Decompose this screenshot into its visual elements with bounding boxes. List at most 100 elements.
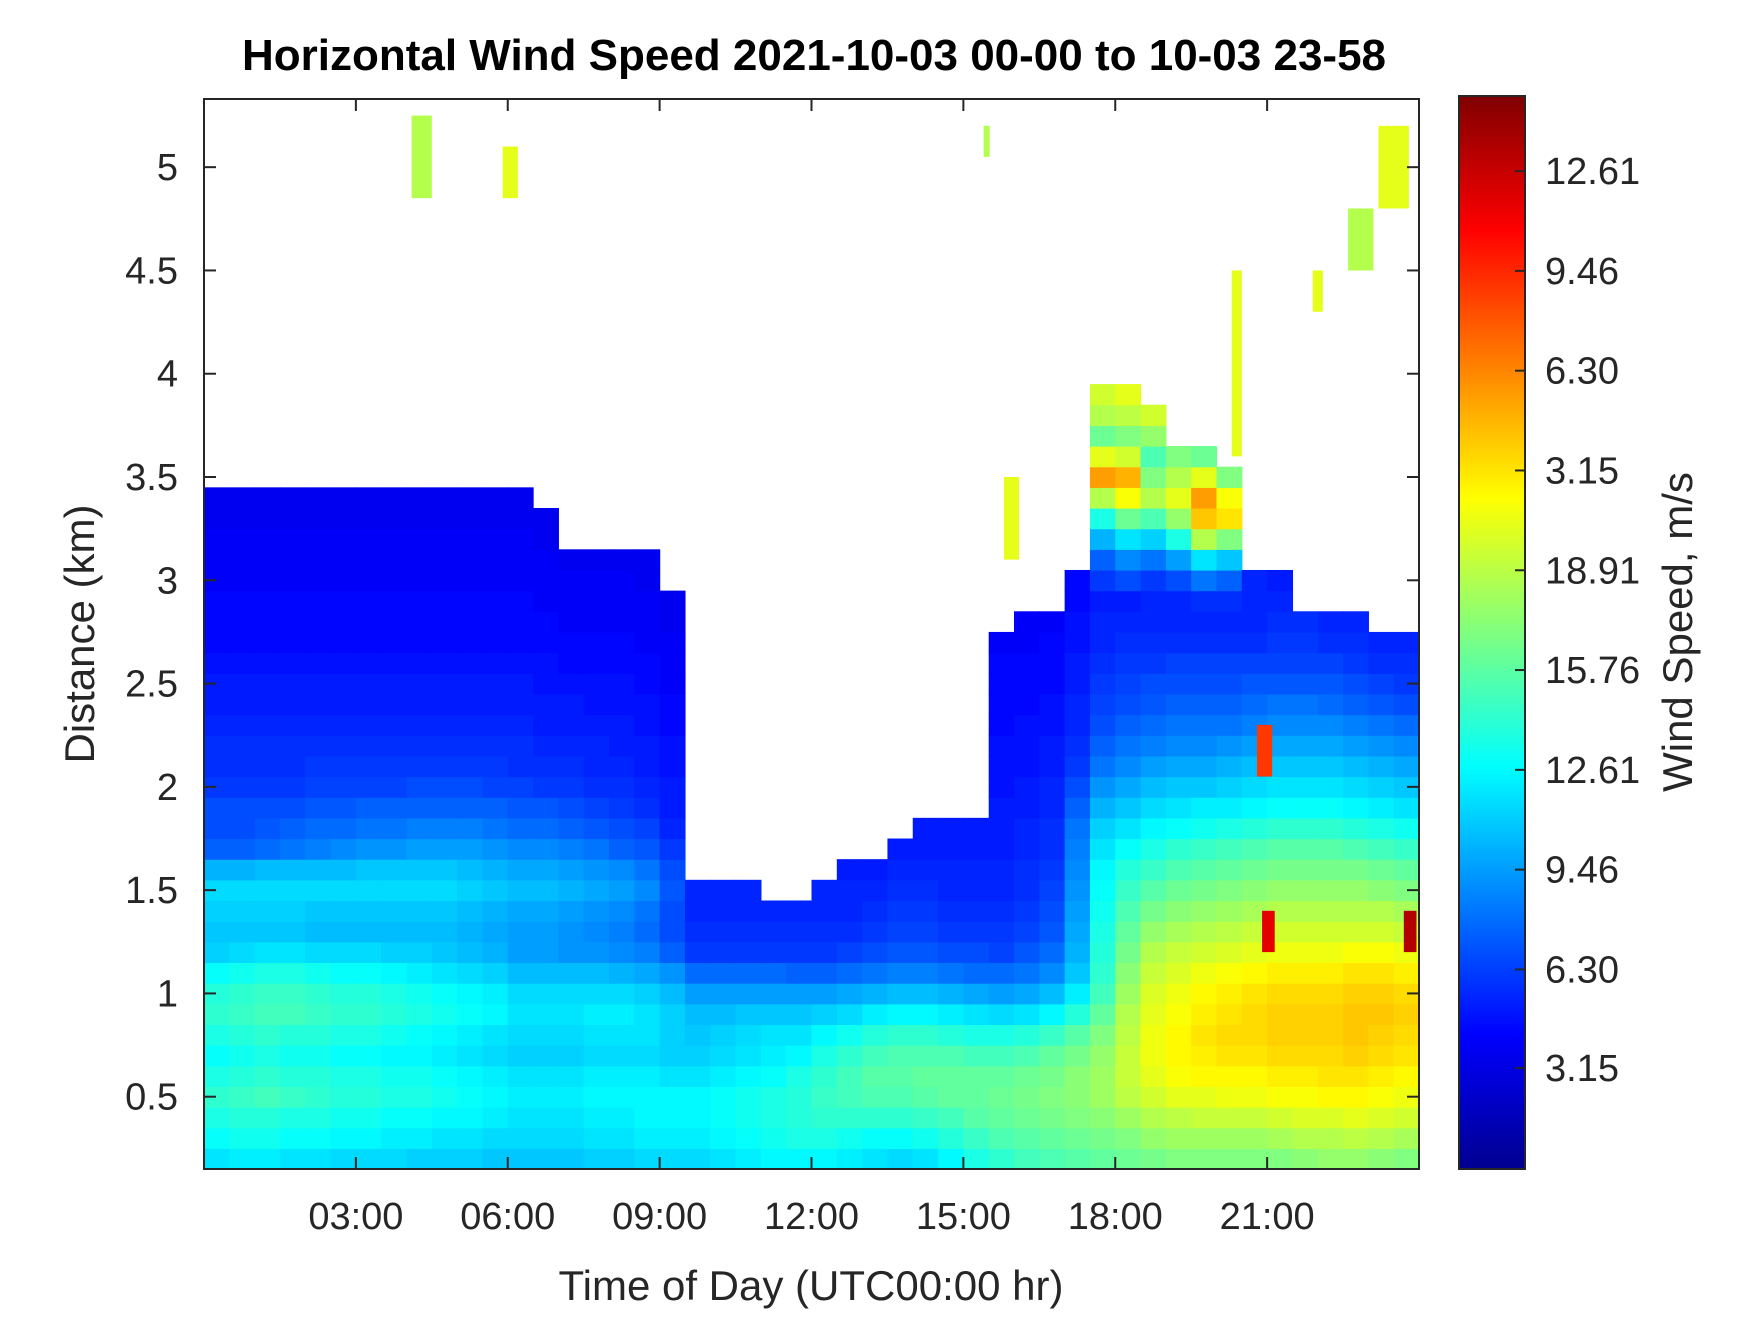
heatmap-cell [1089, 838, 1116, 860]
x-tick-label: 12:00 [764, 1196, 859, 1238]
heatmap-cell [1292, 941, 1319, 964]
heatmap-cell [1191, 921, 1218, 943]
heatmap-cell [558, 1127, 585, 1149]
heatmap-cell [406, 776, 433, 798]
heatmap-cell [634, 900, 661, 922]
heatmap-cell [1014, 941, 1040, 964]
heatmap-cell [1039, 1107, 1066, 1129]
heatmap-cell [330, 983, 357, 1005]
heatmap-cell [204, 755, 230, 778]
heatmap-cell [1165, 838, 1192, 860]
heatmap-cell [634, 611, 661, 633]
heatmap-cell [1343, 879, 1369, 902]
heatmap-cell [330, 1045, 357, 1067]
heatmap-cell [609, 1003, 635, 1026]
heatmap-cell [1064, 1107, 1091, 1129]
heatmap-cell [684, 962, 711, 984]
heatmap-cell [836, 1107, 863, 1129]
heatmap-cell [786, 1127, 813, 1149]
heatmap-cell [406, 1148, 433, 1170]
heatmap-cell [355, 693, 382, 716]
heatmap-cell [254, 735, 281, 757]
heatmap-cell [659, 1127, 686, 1149]
heatmap-cell [836, 900, 863, 922]
heatmap-cell [305, 528, 332, 550]
heatmap-cell [1014, 838, 1040, 860]
heatmap-cell [1089, 404, 1116, 426]
heatmap-cell [609, 735, 635, 757]
heatmap-cell [760, 962, 787, 984]
heatmap-cell [938, 1024, 964, 1046]
heatmap-cell [659, 673, 686, 695]
heatmap-cell [1089, 900, 1116, 922]
heatmap-cell [406, 859, 433, 881]
heatmap-cell [1343, 962, 1369, 984]
heatmap-cell [1393, 776, 1420, 798]
heatmap-cells [204, 384, 1420, 1170]
heatmap-cell [229, 693, 256, 716]
heatmap-cell [229, 1045, 256, 1067]
heatmap-cell [634, 1003, 661, 1026]
heatmap-cell [735, 1003, 762, 1026]
heatmap-cell [507, 508, 534, 530]
heatmap-cell [912, 962, 939, 984]
heatmap-cell [305, 941, 332, 964]
heatmap-patches [411, 115, 1417, 953]
heatmap-cell [1292, 1065, 1319, 1087]
heatmap-cell [1064, 1045, 1091, 1067]
heatmap-cell [988, 631, 1015, 654]
heatmap-cell [912, 1065, 939, 1087]
heatmap-cell [1089, 1024, 1116, 1046]
heatmap-cell [1089, 962, 1116, 984]
heatmap-cell [634, 735, 661, 757]
heatmap-cell [1368, 652, 1395, 674]
heatmap-cell [811, 1003, 838, 1026]
heatmap-cell [1039, 1003, 1066, 1026]
heatmap-cell [406, 673, 433, 695]
heatmap-patch [502, 146, 518, 199]
heatmap-cell [1014, 921, 1040, 943]
heatmap-cell [204, 549, 230, 571]
heatmap-cell [457, 528, 484, 550]
heatmap-cell [254, 508, 281, 530]
heatmap-cell [1115, 1148, 1142, 1170]
heatmap-cell [887, 900, 914, 922]
heatmap-cell [1317, 1003, 1344, 1026]
heatmap-cell [330, 735, 357, 757]
heatmap-cell [507, 776, 534, 798]
heatmap-cell [811, 921, 838, 943]
heatmap-cell [988, 838, 1015, 860]
heatmap-cell [609, 590, 635, 612]
heatmap-cell [279, 673, 306, 695]
heatmap-cell [1343, 1127, 1369, 1149]
heatmap-cell [659, 1003, 686, 1026]
colorbar-tick-label: 9.46 [1545, 850, 1619, 892]
heatmap-cell [279, 776, 306, 798]
heatmap-cell [583, 1003, 610, 1026]
heatmap-cell [1216, 631, 1243, 654]
heatmap-cell [583, 1107, 610, 1129]
heatmap-cell [381, 1086, 408, 1108]
heatmap-cell [305, 1003, 332, 1026]
heatmap-cell [1014, 1024, 1040, 1046]
heatmap-cell [659, 714, 686, 736]
heatmap-cell [406, 1086, 433, 1108]
heatmap-cell [1089, 611, 1116, 633]
heatmap-cell [1039, 631, 1066, 654]
heatmap-cell [1343, 1024, 1369, 1046]
heatmap-cell [1089, 569, 1116, 592]
heatmap-cell [1241, 921, 1268, 943]
heatmap-cell [1115, 1045, 1142, 1067]
heatmap-cell [1317, 693, 1344, 716]
heatmap-cell [1014, 983, 1040, 1005]
heatmap-cell [355, 859, 382, 881]
heatmap-cell [811, 1065, 838, 1087]
heatmap-cell [1241, 590, 1268, 612]
heatmap-cell [1292, 1086, 1319, 1108]
heatmap-cell [355, 590, 382, 612]
heatmap-cell [1267, 735, 1294, 757]
heatmap-cell [1343, 921, 1369, 943]
heatmap-cell [533, 941, 559, 964]
heatmap-cell [305, 879, 332, 902]
heatmap-cell [558, 673, 585, 695]
